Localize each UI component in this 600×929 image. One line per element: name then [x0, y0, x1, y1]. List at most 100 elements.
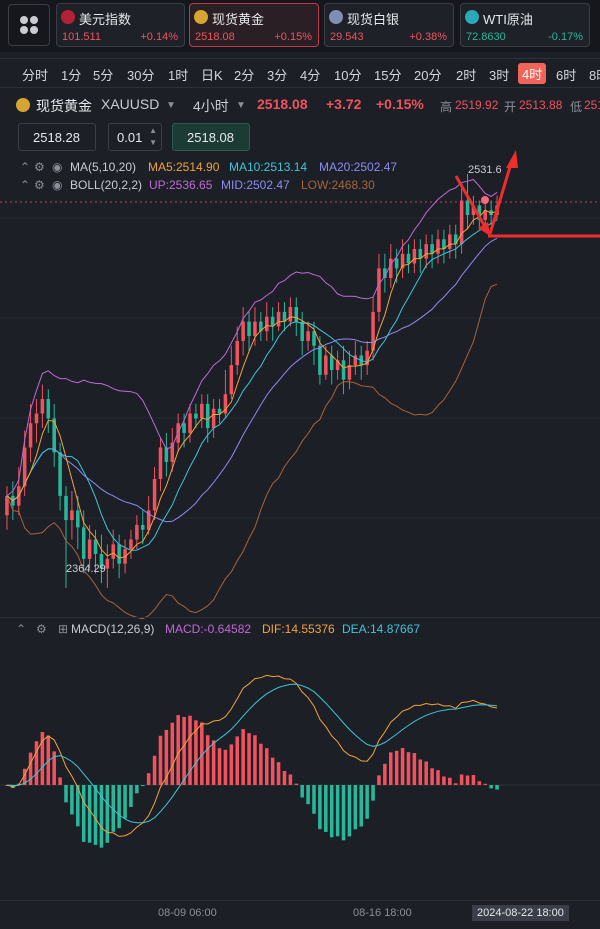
candle-body — [146, 510, 151, 530]
time-axis-divider — [0, 900, 600, 901]
price-change: +3.72 — [326, 96, 362, 112]
tab-period[interactable]: 6时 — [556, 68, 577, 83]
macd-bar — [22, 768, 27, 785]
candle-body — [58, 452, 62, 496]
macd-bar — [276, 762, 281, 785]
macd-bar — [383, 763, 387, 785]
tab-period[interactable]: 1分 — [61, 68, 82, 83]
expand-icon[interactable]: ⊞ — [58, 622, 69, 636]
tab-period[interactable]: 1时 — [168, 68, 189, 83]
candle-body — [453, 234, 458, 245]
gear-icon[interactable]: ⚙ — [36, 622, 47, 636]
macd-bar — [111, 785, 116, 832]
macd-bar — [347, 785, 352, 837]
quantity-value[interactable]: 0.01 — [117, 130, 143, 145]
macd-bar — [46, 735, 51, 785]
candle-body — [300, 321, 304, 341]
interval-select[interactable]: 4小时 — [193, 98, 229, 114]
symbol-info-bar: 现货黄金 XAUUSD ▼ 4小时 ▼ 2518.08 +3.72 +0.15%… — [0, 92, 600, 118]
candle-body — [34, 413, 39, 424]
eye-icon[interactable]: ◉ — [52, 160, 63, 174]
candle-body — [424, 244, 428, 259]
ma20-value: MA20:2502.47 — [319, 160, 398, 174]
boll-up-value: UP:2536.65 — [149, 178, 213, 192]
tab-period[interactable]: 3分 — [267, 68, 288, 83]
drawn-arrows[interactable] — [454, 150, 600, 238]
tab-period[interactable]: 20分 — [414, 68, 442, 83]
macd-bar — [436, 770, 440, 785]
quote-gold[interactable]: 现货黄金 2518.08 +0.15% — [189, 3, 319, 47]
macd-bar — [483, 783, 488, 785]
tab-period[interactable]: 2分 — [234, 68, 255, 83]
tab-period[interactable]: 8时 — [589, 68, 600, 83]
symbol-code[interactable]: XAUUSD — [101, 96, 160, 112]
quote-change: +0.14% — [140, 31, 178, 43]
ma5-value: MA5:2514.90 — [148, 160, 220, 174]
candle-body — [22, 447, 27, 487]
ma10-line — [6, 219, 498, 551]
quantity-stepper[interactable]: 0.01 ▲ ▼ — [108, 123, 162, 151]
tab-period[interactable]: 4分 — [300, 68, 321, 83]
candle-body — [306, 331, 310, 341]
candle-body — [99, 554, 104, 569]
macd-bar — [465, 775, 470, 785]
macd-bar — [200, 722, 204, 785]
quote-change: +0.15% — [274, 31, 312, 43]
gear-icon[interactable]: ⚙ — [34, 178, 45, 192]
macd-bar — [282, 770, 287, 785]
chevron-down-icon[interactable]: ▼ — [166, 100, 176, 111]
low-value: 251 — [584, 98, 600, 112]
eye-icon[interactable]: ◉ — [52, 178, 63, 192]
quote-silver[interactable]: 现货白银 29.543 +0.38% — [324, 3, 454, 47]
tab-period[interactable]: 日K — [201, 68, 223, 83]
quote-name: 现货黄金 — [212, 12, 265, 27]
arrow-down-line — [454, 175, 490, 233]
candle-body — [81, 527, 86, 559]
us-flag-icon — [61, 10, 75, 24]
buy-price-box[interactable]: 2518.08 — [172, 123, 250, 151]
macd-bar — [459, 774, 464, 785]
open-value: 2513.88 — [519, 98, 563, 112]
macd-bar — [164, 729, 169, 785]
macd-bar — [194, 720, 198, 785]
quote-name: 美元指数 — [79, 12, 132, 27]
stepper-arrows-icon[interactable]: ▲ ▼ — [149, 126, 157, 147]
quote-wti[interactable]: WTI原油 72.8630 -0.17% — [460, 3, 590, 47]
collapse-icon[interactable]: ⌃ — [16, 622, 27, 636]
candle-body — [383, 268, 387, 278]
macd-bar — [40, 732, 45, 785]
tab-period[interactable]: 15分 — [374, 68, 402, 83]
candle-body — [329, 355, 334, 370]
macd-bar — [117, 785, 121, 829]
macd-bar — [418, 759, 423, 785]
chevron-down-icon[interactable]: ▼ — [236, 100, 246, 111]
high-value: 2519.92 — [455, 98, 499, 112]
quote-price: 29.543 — [330, 31, 364, 43]
candle-body — [436, 239, 440, 254]
macd-bar — [442, 776, 446, 785]
tab-period[interactable]: 10分 — [334, 68, 362, 83]
grid-menu-button[interactable] — [8, 4, 50, 46]
candle-body — [87, 539, 92, 559]
tab-period[interactable]: 3时 — [489, 68, 510, 83]
symbol-name[interactable]: 现货黄金 — [36, 98, 92, 114]
collapse-icon[interactable]: ⌃ — [20, 160, 31, 174]
candle-body — [288, 307, 293, 322]
macd-bar — [335, 785, 340, 837]
candle-body — [205, 403, 210, 429]
tab-period[interactable]: 30分 — [127, 68, 155, 83]
tab-period[interactable]: 5分 — [93, 68, 114, 83]
gear-icon[interactable]: ⚙ — [34, 160, 45, 174]
boll-label: BOLL(20,2,2) — [70, 178, 143, 192]
macd-bar — [217, 748, 222, 785]
macd-bar — [253, 735, 257, 785]
collapse-icon[interactable]: ⌃ — [20, 178, 31, 192]
macd-bar — [412, 753, 417, 785]
quote-usdx[interactable]: 美元指数 101.511 +0.14% — [56, 3, 185, 47]
candle-body — [28, 423, 33, 448]
tab-period[interactable]: 2时 — [456, 68, 477, 83]
tab-period-selected[interactable]: 4时 — [518, 63, 547, 84]
sell-price-box[interactable]: 2518.28 — [18, 123, 96, 151]
tab-period[interactable]: 分时 — [22, 68, 49, 83]
